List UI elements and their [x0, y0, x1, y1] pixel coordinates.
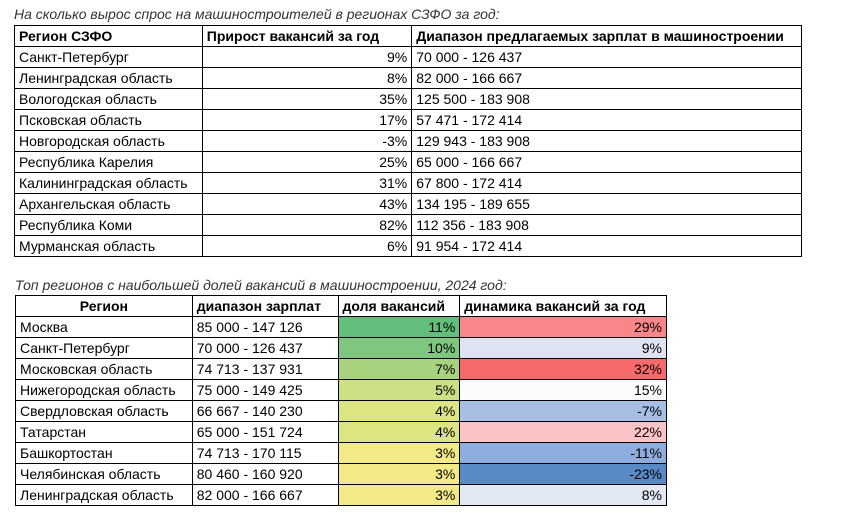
region-cell: Башкортостан [15, 442, 193, 464]
vacancy-dynamics-cell: 29% [459, 316, 667, 338]
table-header-row: Регион СЗФО Прирост вакансий за год Диап… [14, 25, 802, 47]
region-cell: Архангельская область [14, 193, 203, 215]
salary-range-cell: 82 000 - 166 667 [191, 484, 339, 506]
growth-cell: 8% [201, 67, 413, 89]
vacancy-dynamics-cell: 22% [459, 421, 667, 443]
column-header-region: Регион СЗФО [14, 25, 203, 47]
region-cell: Нижегородская область [15, 379, 193, 401]
salary-range-cell: 74 713 - 170 115 [191, 442, 339, 464]
vacancy-share-cell: 10% [337, 337, 461, 359]
growth-cell: 17% [201, 109, 413, 131]
salary-range-cell: 67 800 - 172 414 [411, 172, 802, 194]
table-row: Республика Коми 82% 112 356 - 183 908 [14, 214, 802, 236]
region-cell: Республика Коми [14, 214, 203, 236]
vacancy-share-cell: 4% [337, 400, 461, 422]
table-row: Новгородская область -3% 129 943 - 183 908 [14, 130, 802, 152]
vacancy-dynamics-cell: -11% [459, 442, 667, 464]
salary-range-cell: 125 500 - 183 908 [411, 88, 802, 110]
vacancy-dynamics-cell: 15% [459, 379, 667, 401]
table-header-row: Регион диапазон зарплат доля вакансий ди… [15, 295, 667, 317]
salary-range-cell: 129 943 - 183 908 [411, 130, 802, 152]
column-header-region: Регион [15, 295, 193, 317]
table-row: Ленинградская область 8% 82 000 - 166 667 [14, 67, 802, 89]
region-cell: Ленинградская область [15, 484, 193, 506]
salary-range-cell: 70 000 - 126 437 [191, 337, 339, 359]
salary-range-cell: 112 356 - 183 908 [411, 214, 802, 236]
vacancy-share-cell: 7% [337, 358, 461, 380]
table-row: Московская область 74 713 - 137 931 7% 32% [15, 358, 667, 380]
vacancy-dynamics-cell: 9% [459, 337, 667, 359]
vacancy-share-cell: 4% [337, 421, 461, 443]
vacancy-share-cell: 11% [337, 316, 461, 338]
growth-cell: 6% [201, 235, 413, 257]
table-row: Архангельская область 43% 134 195 - 189 65… [14, 193, 802, 215]
vacancy-share-cell: 3% [337, 442, 461, 464]
table-row: Челябинская область 80 460 - 160 920 3% -23… [15, 463, 667, 485]
table-row: Вологодская область 35% 125 500 - 183 908 [14, 88, 802, 110]
table-row: Санкт-Петербург 70 000 - 126 437 10% 9% [15, 337, 667, 359]
vacancy-share-cell: 5% [337, 379, 461, 401]
salary-range-cell: 91 954 - 172 414 [411, 235, 802, 257]
growth-cell: 82% [201, 214, 413, 236]
table-row: Ленинградская область 82 000 - 166 667 3% 8… [15, 484, 667, 506]
table-row: Мурманская область 6% 91 954 - 172 414 [14, 235, 802, 257]
table-row: Республика Карелия 25% 65 000 - 166 667 [14, 151, 802, 173]
salary-range-cell: 80 460 - 160 920 [191, 463, 339, 485]
table2-caption: Топ регионов с наибольшей долей вакансий… [15, 277, 507, 293]
table-row: Нижегородская область 75 000 - 149 425 5% 1… [15, 379, 667, 401]
vacancy-share-cell: 3% [337, 484, 461, 506]
region-cell: Ленинградская область [14, 67, 203, 89]
region-cell: Вологодская область [14, 88, 203, 110]
column-header-salary-range: диапазон зарплат [191, 295, 339, 317]
growth-cell: 25% [201, 151, 413, 173]
column-header-vacancy-share: доля вакансий [337, 295, 461, 317]
growth-cell: 35% [201, 88, 413, 110]
salary-range-cell: 85 000 - 147 126 [191, 316, 339, 338]
vacancy-dynamics-cell: 32% [459, 358, 667, 380]
region-cell: Мурманская область [14, 235, 203, 257]
growth-cell: -3% [201, 130, 413, 152]
region-cell: Москва [15, 316, 193, 338]
table-row: Калининградская область 31% 67 800 - 172 4… [14, 172, 802, 194]
vacancy-dynamics-cell: 8% [459, 484, 667, 506]
table-row: Татарстан 65 000 - 151 724 4% 22% [15, 421, 667, 443]
top-regions-table: Регион диапазон зарплат доля вакансий ди… [15, 295, 667, 506]
salary-range-cell: 70 000 - 126 437 [411, 46, 802, 68]
table-row: Москва 85 000 - 147 126 11% 29% [15, 316, 667, 338]
salary-range-cell: 65 000 - 166 667 [411, 151, 802, 173]
region-cell: Республика Карелия [14, 151, 203, 173]
vacancy-share-cell: 3% [337, 463, 461, 485]
salary-range-cell: 75 000 - 149 425 [191, 379, 339, 401]
table-row: Санкт-Петербург 9% 70 000 - 126 437 [14, 46, 802, 68]
region-cell: Санкт-Петербург [15, 337, 193, 359]
region-cell: Калининградская область [14, 172, 203, 194]
salary-range-cell: 66 667 - 140 230 [191, 400, 339, 422]
sfo-demand-table: Регион СЗФО Прирост вакансий за год Диап… [14, 25, 802, 257]
table-row: Башкортостан 74 713 - 170 115 3% -11% [15, 442, 667, 464]
salary-range-cell: 134 195 - 189 655 [411, 193, 802, 215]
growth-cell: 31% [201, 172, 413, 194]
vacancy-dynamics-cell: -23% [459, 463, 667, 485]
salary-range-cell: 74 713 - 137 931 [191, 358, 339, 380]
column-header-vacancy-dynamics: динамика вакансий за год [459, 295, 667, 317]
table-row: Свердловская область 66 667 - 140 230 4% -7… [15, 400, 667, 422]
region-cell: Свердловская область [15, 400, 193, 422]
vacancy-dynamics-cell: -7% [459, 400, 667, 422]
column-header-growth: Прирост вакансий за год [201, 25, 413, 47]
salary-range-cell: 82 000 - 166 667 [411, 67, 802, 89]
region-cell: Московская область [15, 358, 193, 380]
region-cell: Новгородская область [14, 130, 203, 152]
salary-range-cell: 65 000 - 151 724 [191, 421, 339, 443]
region-cell: Татарстан [15, 421, 193, 443]
region-cell: Санкт-Петербург [14, 46, 203, 68]
table-row: Псковская область 17% 57 471 - 172 414 [14, 109, 802, 131]
growth-cell: 9% [201, 46, 413, 68]
salary-range-cell: 57 471 - 172 414 [411, 109, 802, 131]
table1-caption: На сколько вырос спрос на машиностроител… [14, 6, 500, 22]
growth-cell: 43% [201, 193, 413, 215]
region-cell: Псковская область [14, 109, 203, 131]
region-cell: Челябинская область [15, 463, 193, 485]
column-header-salary-range: Диапазон предлагаемых зарплат в машиност… [411, 25, 802, 47]
